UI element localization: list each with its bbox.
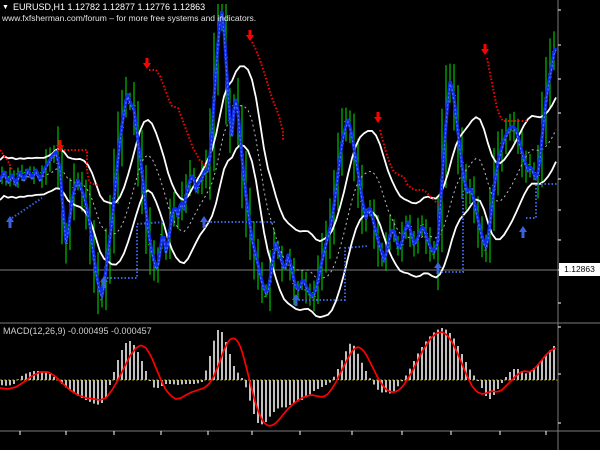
time-axis[interactable] [0,431,600,450]
buy-arrow-icon [434,262,442,274]
sell-arrow-icon [481,44,489,55]
sell-arrow-icon [143,58,151,69]
buy-trail-line [526,183,557,219]
sell-trail-line [0,149,13,171]
promo-text: www.fxfsherman.com/forum – for more free… [2,13,257,23]
buy-arrow-icon [292,294,300,306]
buy-trail-line [11,197,43,219]
sell-trail-line [486,57,528,122]
quote-bar: ▼ EURUSD,H1 1.12782 1.12877 1.12776 1.12… [2,2,205,12]
price-axis[interactable] [558,0,600,431]
sell-trail-line [57,149,101,186]
sell-trail-line [251,41,284,140]
buy-arrow-icon [519,226,527,238]
buy-trail-line [107,221,166,279]
upper-band-line [0,65,557,243]
sell-arrow-icon [246,30,254,41]
buy-trail-line [295,245,369,301]
current-price-badge: 1.12863 [559,263,600,276]
symbol-ohlc-text: EURUSD,H1 1.12782 1.12877 1.12776 1.1286… [12,2,206,12]
buy-arrow-icon [6,216,14,228]
sell-trail-line [149,69,208,167]
buy-arrow-icon [200,216,208,228]
macd-signal-line [0,331,557,427]
sell-arrow-icon [374,112,382,123]
chevron-down-icon[interactable]: ▼ [2,3,9,11]
sell-arrow-icon [56,140,64,151]
sell-trail-line [379,129,445,208]
macd-indicator-label: MACD(12,26,9) -0.000495 -0.000457 [3,326,152,336]
buy-arrow-icon [100,276,108,288]
